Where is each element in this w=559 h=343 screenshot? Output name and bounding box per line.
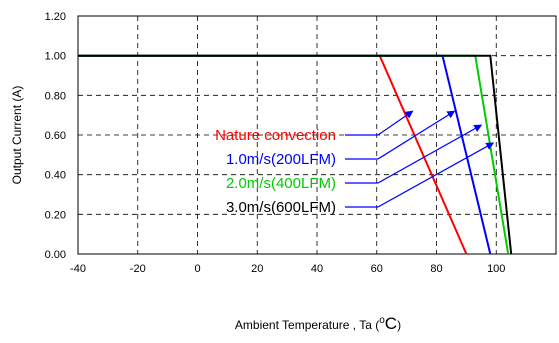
series-line-3 bbox=[78, 54, 513, 255]
y-axis-title: Output Current (A) bbox=[10, 86, 24, 185]
legend-arrow-3 bbox=[377, 142, 495, 208]
x-axis-unit-superscript: o bbox=[379, 315, 385, 326]
x-axis-title-close: ) bbox=[397, 318, 401, 332]
x-tick-label: 100 bbox=[487, 263, 505, 275]
x-tick-label: 20 bbox=[251, 263, 263, 275]
legend-label-2: 2.0m/s(400LFM) bbox=[226, 175, 336, 192]
y-tick-label: 0.60 bbox=[45, 130, 66, 142]
x-tick-label: -20 bbox=[130, 263, 146, 275]
y-tick-label: 0.20 bbox=[45, 209, 66, 221]
y-tick-label: 1.00 bbox=[45, 51, 66, 63]
x-tick-label: 40 bbox=[311, 263, 323, 275]
series-lines bbox=[78, 54, 513, 255]
x-axis-unit: C bbox=[385, 314, 397, 333]
legend: Nature convection 1.0m/s(200LFM) 2.0m/s(40… bbox=[215, 127, 336, 216]
legend-arrow-0 bbox=[377, 110, 414, 136]
y-tick-label: 0.80 bbox=[45, 90, 66, 102]
y-tick-label: 0.40 bbox=[45, 170, 66, 182]
legend-label-1: 1.0m/s(200LFM) bbox=[226, 151, 336, 168]
x-axis-title: Ambient Temperature , Ta (oC) bbox=[235, 314, 401, 333]
legend-label-3: 3.0m/s(600LFM) bbox=[226, 199, 336, 216]
x-axis-title-main: Ambient Temperature , Ta ( bbox=[235, 318, 379, 332]
x-tick-label: -40 bbox=[70, 263, 86, 275]
legend-arrow-1 bbox=[377, 110, 456, 160]
plot-area bbox=[77, 15, 557, 255]
legend-arrow-2 bbox=[377, 124, 483, 184]
y-tick-label: 0.00 bbox=[45, 249, 66, 261]
x-tick-label: 80 bbox=[430, 263, 442, 275]
legend-label-0: Nature convection bbox=[215, 127, 336, 144]
x-axis-ticks: -40 -20 0 20 40 60 80 100 bbox=[70, 263, 505, 275]
y-axis-ticks: 0.00 0.20 0.40 0.60 0.80 1.00 1.20 bbox=[45, 11, 66, 261]
x-tick-label: 0 bbox=[194, 263, 200, 275]
y-tick-label: 1.20 bbox=[45, 11, 66, 23]
legend-arrows bbox=[345, 110, 495, 208]
x-tick-label: 60 bbox=[371, 263, 383, 275]
